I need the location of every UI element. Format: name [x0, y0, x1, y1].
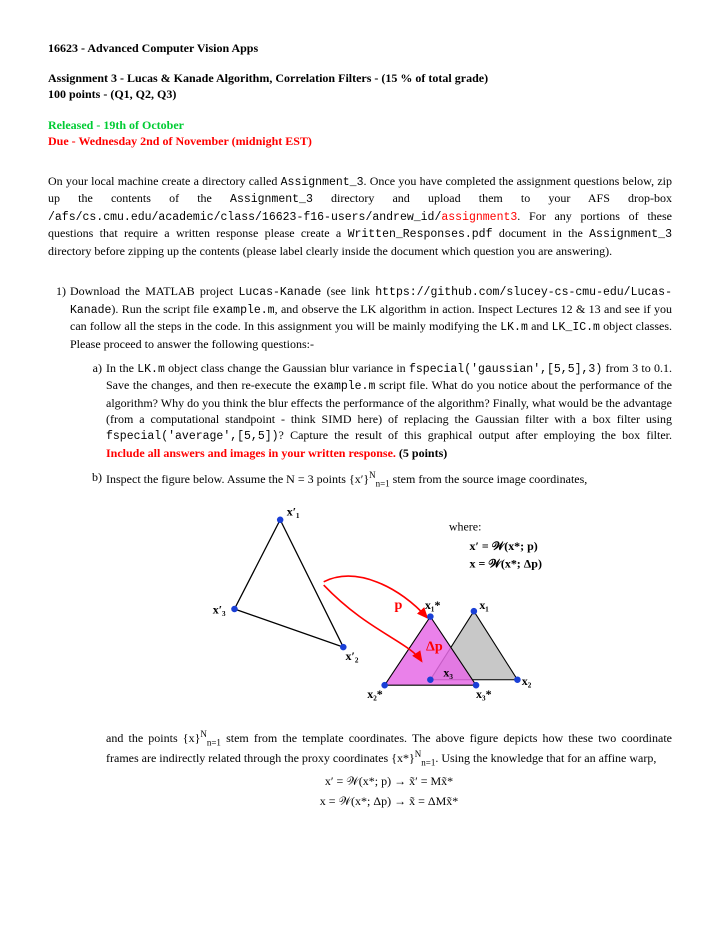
svg-text:x′ = 𝒲(x*; p): x′ = 𝒲(x*; p) [470, 539, 538, 553]
q1b-number: b) [70, 469, 106, 813]
svg-text:x′₂: x′₂ [345, 649, 358, 663]
svg-text:x′₁: x′₁ [287, 504, 300, 518]
warp-figure: x′₁ x′₂ x′₃ x₁ x₂ x₃ x₁* x₂* x₃* p Δp where: x′ = 𝒲(… [106, 500, 672, 722]
svg-text:where:: where: [449, 519, 482, 533]
released-line: Released - 19th of October [48, 117, 672, 133]
svg-text:x₁: x₁ [479, 598, 489, 612]
assignment-title: Assignment 3 - Lucas & Kanade Algorithm,… [48, 70, 672, 86]
svg-text:Δp: Δp [426, 638, 443, 654]
intro-paragraph: On your local machine create a directory… [48, 173, 672, 259]
svg-text:x₂: x₂ [522, 674, 532, 688]
svg-text:p: p [394, 597, 402, 613]
points-line: 100 points - (Q1, Q2, Q3) [48, 86, 672, 102]
svg-text:x₁*: x₁* [425, 598, 441, 612]
q1a-number: a) [70, 360, 106, 461]
svg-text:x₂*: x₂* [367, 687, 383, 701]
svg-text:x′₃: x′₃ [213, 602, 226, 616]
svg-text:x = 𝒲(x*; Δp): x = 𝒲(x*; Δp) [470, 556, 542, 570]
after-figure-text: and the points {x}Nn=1 stem from the tem… [106, 728, 672, 769]
equation-1: x′ = 𝒲(x*; p) → x̃′ = Mx̃* [106, 773, 672, 789]
warp-diagram-svg: x′₁ x′₂ x′₃ x₁ x₂ x₃ x₁* x₂* x₃* p Δp where: x′ = 𝒲(… [204, 500, 574, 718]
q1-body: Download the MATLAB project Lucas-Kanade… [70, 283, 672, 813]
question-1: 1) Download the MATLAB project Lucas-Kan… [48, 283, 672, 813]
question-1a: a) In the LK.m object class change the G… [70, 360, 672, 461]
q1b-body: Inspect the figure below. Assume the N =… [106, 469, 672, 813]
question-1b: b) Inspect the figure below. Assume the … [70, 469, 672, 813]
course-code: 16623 - Advanced Computer Vision Apps [48, 40, 672, 56]
svg-text:x₃: x₃ [443, 665, 453, 679]
equation-2: x = 𝒲(x*; Δp) → x̃ = ΔMx̃* [106, 793, 672, 809]
q1-number: 1) [48, 283, 70, 813]
q1a-body: In the LK.m object class change the Gaus… [106, 360, 672, 461]
svg-text:x₃*: x₃* [476, 687, 492, 701]
due-line: Due - Wednesday 2nd of November (midnigh… [48, 133, 672, 149]
